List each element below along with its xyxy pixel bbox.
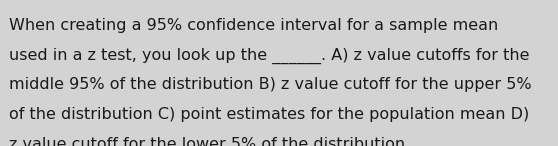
Text: used in a z test, you look up the ______. A) z value cutoffs for the: used in a z test, you look up the ______…: [9, 47, 530, 64]
Text: z value cutoff for the lower 5% of the distribution: z value cutoff for the lower 5% of the d…: [9, 137, 406, 146]
Text: middle 95% of the distribution B) z value cutoff for the upper 5%: middle 95% of the distribution B) z valu…: [9, 77, 532, 92]
Text: of the distribution C) point estimates for the population mean D): of the distribution C) point estimates f…: [9, 107, 530, 122]
Text: When creating a 95% confidence interval for a sample mean: When creating a 95% confidence interval …: [9, 18, 499, 33]
